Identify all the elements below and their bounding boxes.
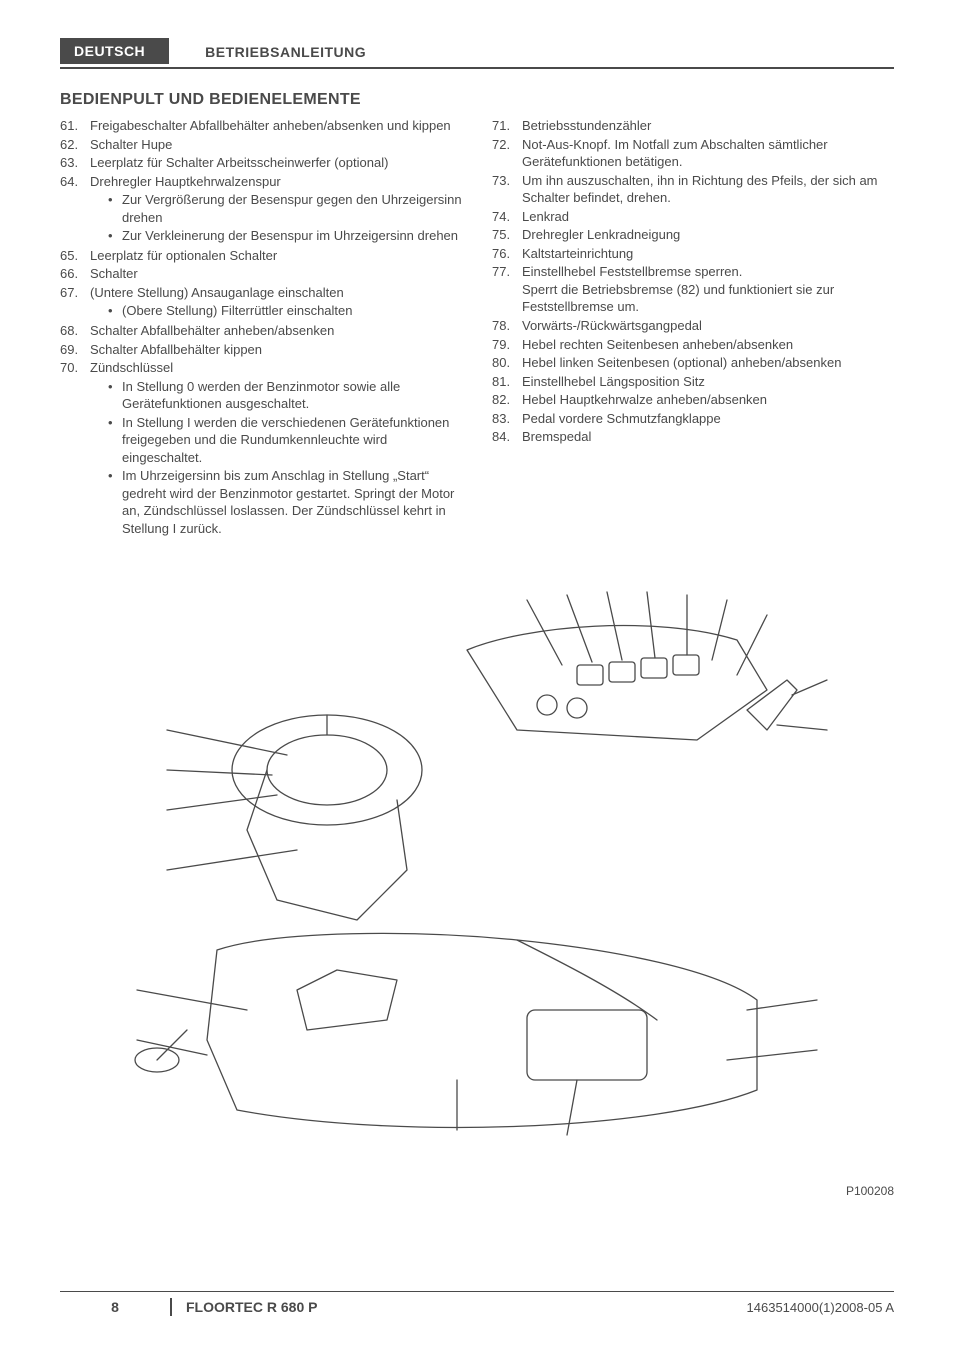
item-number: 75. xyxy=(492,226,522,244)
item-text: Freigabeschalter Abfallbehälter anheben/… xyxy=(90,117,462,135)
sub-list-item: In Stellung I werden die verschiedenen G… xyxy=(108,414,462,467)
sub-list-item: (Obere Stellung) Filterrüttler einschalt… xyxy=(108,302,462,320)
right-column: 71.Betriebsstundenzähler72.Not-Aus-Knopf… xyxy=(492,117,894,540)
sub-list-item: Zur Vergrößerung der Besenspur gegen den… xyxy=(108,191,462,226)
item-number: 74. xyxy=(492,208,522,226)
list-item: 79.Hebel rechten Seitenbesen anheben/abs… xyxy=(492,336,894,354)
item-text: Vorwärts-/Rückwärtsgangpedal xyxy=(522,317,894,335)
list-item: 65.Leerplatz für optionalen Schalter xyxy=(60,247,462,265)
sub-list-item: In Stellung 0 werden der Benzinmotor sow… xyxy=(108,378,462,413)
list-item: 66.Schalter xyxy=(60,265,462,283)
list-item: 82.Hebel Hauptkehrwalze anheben/absenken xyxy=(492,391,894,409)
item-number: 82. xyxy=(492,391,522,409)
item-number: 63. xyxy=(60,154,90,172)
item-text: Drehregler HauptkehrwalzenspurZur Vergrö… xyxy=(90,173,462,246)
item-text: Hebel Hauptkehrwalze anheben/absenken xyxy=(522,391,894,409)
item-text: Hebel rechten Seitenbesen anheben/absenk… xyxy=(522,336,894,354)
figure-code: P100208 xyxy=(846,1184,894,1198)
list-item: 61.Freigabeschalter Abfallbehälter anheb… xyxy=(60,117,462,135)
item-number: 80. xyxy=(492,354,522,372)
list-item: 69.Schalter Abfallbehälter kippen xyxy=(60,341,462,359)
list-item: 67.(Untere Stellung) Ansauganlage einsch… xyxy=(60,284,462,321)
item-text: Hebel linken Seitenbesen (optional) anhe… xyxy=(522,354,894,372)
item-number: 83. xyxy=(492,410,522,428)
item-number: 78. xyxy=(492,317,522,335)
sub-list-item: Zur Verkleinerung der Besenspur im Uhrze… xyxy=(108,227,462,245)
item-number: 79. xyxy=(492,336,522,354)
section-title: BEDIENPULT UND BEDIENELEMENTE xyxy=(60,91,894,109)
doc-type-label: BETRIEBSANLEITUNG xyxy=(205,44,366,64)
list-item: 76.Kaltstarteinrichtung xyxy=(492,245,894,263)
item-text: Einstellhebel Längsposition Sitz xyxy=(522,373,894,391)
list-item: 83.Pedal vordere Schmutzfangklappe xyxy=(492,410,894,428)
model-label: FLOORTEC R 680 P xyxy=(186,1299,747,1315)
item-number: 61. xyxy=(60,117,90,135)
list-item: 73.Um ihn auszuschalten, ihn in Richtung… xyxy=(492,172,894,207)
item-number: 68. xyxy=(60,322,90,340)
footer-divider xyxy=(170,1298,172,1316)
item-text: (Untere Stellung) Ansauganlage einschalt… xyxy=(90,284,462,321)
item-number: 66. xyxy=(60,265,90,283)
item-number: 69. xyxy=(60,341,90,359)
item-text: Lenkrad xyxy=(522,208,894,226)
item-text: Drehregler Lenkradneigung xyxy=(522,226,894,244)
item-text: Pedal vordere Schmutzfangklappe xyxy=(522,410,894,428)
list-item: 74.Lenkrad xyxy=(492,208,894,226)
doc-number: 1463514000(1)2008-05 A xyxy=(747,1300,894,1315)
item-text: Schalter Hupe xyxy=(90,136,462,154)
item-text: Leerplatz für Schalter Arbeitsscheinwerf… xyxy=(90,154,462,172)
item-text: Betriebsstundenzähler xyxy=(522,117,894,135)
item-number: 81. xyxy=(492,373,522,391)
item-text: Schalter Abfallbehälter kippen xyxy=(90,341,462,359)
item-number: 67. xyxy=(60,284,90,321)
list-item: 63.Leerplatz für Schalter Arbeitsscheinw… xyxy=(60,154,462,172)
item-text: Not-Aus-Knopf. Im Notfall zum Abschalten… xyxy=(522,136,894,171)
sub-list: (Obere Stellung) Filterrüttler einschalt… xyxy=(90,302,462,320)
list-item: 62.Schalter Hupe xyxy=(60,136,462,154)
list-item: 84.Bremspedal xyxy=(492,428,894,446)
item-number: 62. xyxy=(60,136,90,154)
list-item: 68.Schalter Abfallbehälter anheben/absen… xyxy=(60,322,462,340)
page-number: 8 xyxy=(60,1299,170,1315)
item-text: Einstellhebel Feststellbremse sperren.Sp… xyxy=(522,263,894,316)
header-bar: DEUTSCH BETRIEBSANLEITUNG xyxy=(60,38,894,69)
left-list: 61.Freigabeschalter Abfallbehälter anheb… xyxy=(60,117,462,539)
item-number: 71. xyxy=(492,117,522,135)
list-item: 75.Drehregler Lenkradneigung xyxy=(492,226,894,244)
item-text: Bremspedal xyxy=(522,428,894,446)
item-number: 72. xyxy=(492,136,522,171)
content-columns: 61.Freigabeschalter Abfallbehälter anheb… xyxy=(60,117,894,540)
figure-placeholder xyxy=(97,570,857,1150)
item-text: Schalter Abfallbehälter anheben/absenken xyxy=(90,322,462,340)
item-text: Leerplatz für optionalen Schalter xyxy=(90,247,462,265)
left-column: 61.Freigabeschalter Abfallbehälter anheb… xyxy=(60,117,462,540)
item-number: 77. xyxy=(492,263,522,316)
figure-area: P100208 xyxy=(60,570,894,1190)
footer: 8 FLOORTEC R 680 P 1463514000(1)2008-05 … xyxy=(60,1291,894,1316)
list-item: 80.Hebel linken Seitenbesen (optional) a… xyxy=(492,354,894,372)
sub-list: Zur Vergrößerung der Besenspur gegen den… xyxy=(90,191,462,245)
sub-list-item: Im Uhrzeigersinn bis zum Anschlag in Ste… xyxy=(108,467,462,537)
item-text: Um ihn auszuschalten, ihn in Richtung de… xyxy=(522,172,894,207)
sub-list: In Stellung 0 werden der Benzinmotor sow… xyxy=(90,378,462,538)
language-tab: DEUTSCH xyxy=(60,38,169,64)
list-item: 78.Vorwärts-/Rückwärtsgangpedal xyxy=(492,317,894,335)
list-item: 64.Drehregler HauptkehrwalzenspurZur Ver… xyxy=(60,173,462,246)
item-text: Kaltstarteinrichtung xyxy=(522,245,894,263)
right-list: 71.Betriebsstundenzähler72.Not-Aus-Knopf… xyxy=(492,117,894,446)
list-item: 77.Einstellhebel Feststellbremse sperren… xyxy=(492,263,894,316)
list-item: 70.ZündschlüsselIn Stellung 0 werden der… xyxy=(60,359,462,538)
item-text: Schalter xyxy=(90,265,462,283)
list-item: 81.Einstellhebel Längsposition Sitz xyxy=(492,373,894,391)
list-item: 71.Betriebsstundenzähler xyxy=(492,117,894,135)
control-panel-diagram xyxy=(97,570,857,1150)
item-number: 65. xyxy=(60,247,90,265)
item-number: 76. xyxy=(492,245,522,263)
item-number: 70. xyxy=(60,359,90,538)
item-number: 84. xyxy=(492,428,522,446)
list-item: 72.Not-Aus-Knopf. Im Notfall zum Abschal… xyxy=(492,136,894,171)
item-text: ZündschlüsselIn Stellung 0 werden der Be… xyxy=(90,359,462,538)
item-number: 73. xyxy=(492,172,522,207)
item-number: 64. xyxy=(60,173,90,246)
